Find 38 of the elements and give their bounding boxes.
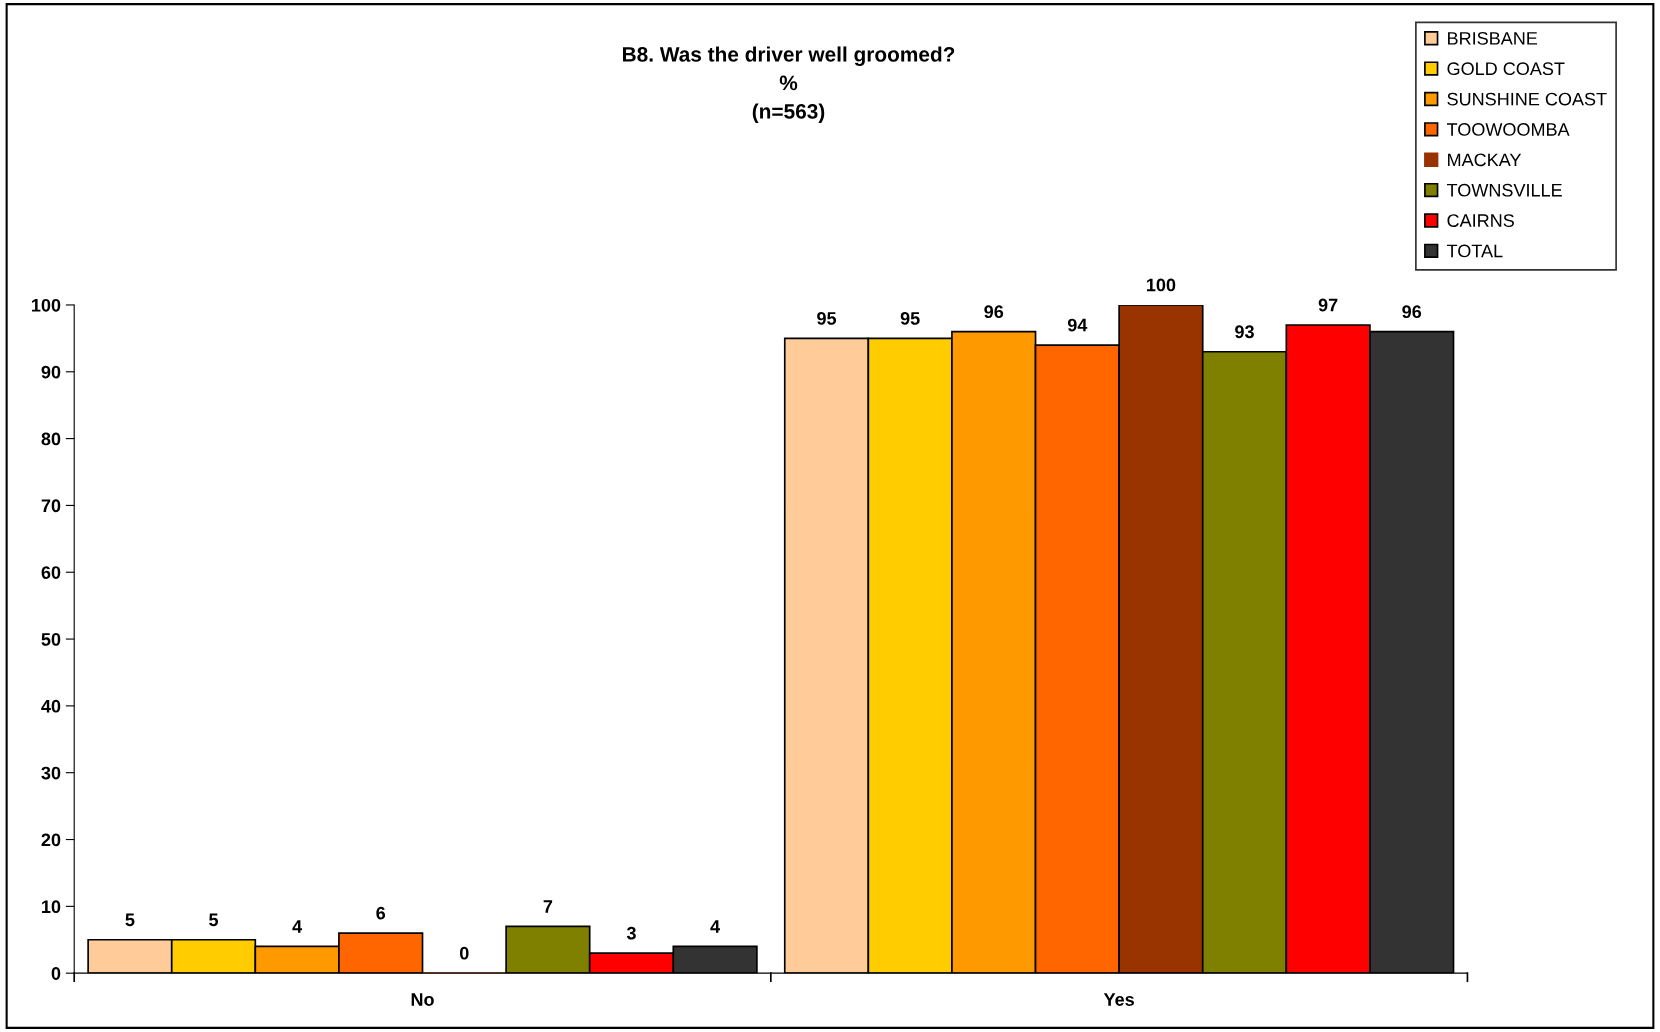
data-label: 96	[1402, 305, 1422, 319]
data-label: 5	[125, 913, 135, 927]
data-label: 96	[984, 305, 1004, 319]
y-tick-label: 80	[41, 432, 61, 446]
y-tick-label: 90	[41, 365, 61, 379]
data-label: 5	[209, 913, 219, 927]
y-tick-label: 100	[32, 298, 61, 312]
x-tick-label: No	[411, 993, 434, 1006]
data-label: 6	[376, 906, 386, 920]
data-label: 4	[710, 920, 721, 933]
legend-label: TOOWOOMBA	[1446, 123, 1570, 136]
legend-label: TOWNSVILLE	[1446, 183, 1562, 197]
chart-title: B8. Was the driver well groomed? % (n=563)	[623, 46, 955, 123]
data-label: 7	[543, 900, 553, 913]
data-label: 94	[1067, 318, 1088, 332]
legend-label: TOTAL	[1446, 244, 1503, 258]
x-tick-label: Yes	[1103, 993, 1134, 1006]
y-tick-label: 70	[41, 499, 61, 513]
data-label: 95	[817, 311, 837, 325]
y-tick-label: 50	[41, 633, 61, 646]
y-tick-label: 20	[41, 833, 61, 847]
y-tick-label: 10	[42, 900, 61, 914]
y-tick-label: 40	[41, 699, 61, 713]
legend-label: CAIRNS	[1447, 214, 1514, 227]
data-label: 100	[1147, 278, 1176, 292]
legend-label: SUNSHINE COAST	[1447, 92, 1607, 106]
y-tick-label: 0	[51, 967, 61, 980]
y-tick-label: 30	[41, 766, 61, 780]
legend-label: BRISBANE	[1448, 31, 1538, 45]
data-label: 95	[900, 311, 920, 325]
data-label: 93	[1235, 325, 1254, 339]
legend-label: GOLD COAST	[1447, 62, 1565, 76]
data-label: 3	[626, 926, 636, 940]
y-tick-label: 60	[41, 566, 61, 579]
data-label: 4	[292, 920, 303, 933]
legend-label: MACKAY	[1448, 153, 1522, 167]
data-label: 0	[460, 946, 469, 960]
data-label: 97	[1318, 298, 1338, 312]
